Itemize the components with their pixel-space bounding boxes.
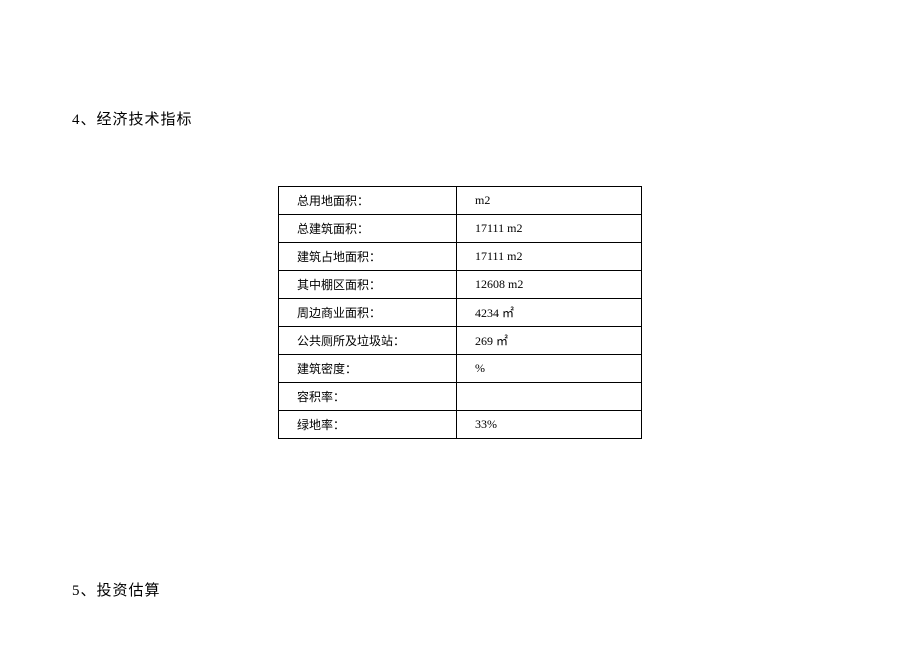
table-cell-value: 4234 ㎡ [457, 299, 642, 327]
table-cell-label: 总建筑面积： [279, 215, 457, 243]
table-cell-label: 周边商业面积： [279, 299, 457, 327]
section-heading-5: 5、投资估算 [72, 579, 161, 600]
section-heading-4: 4、经济技术指标 [72, 108, 193, 129]
table-cell-label: 建筑密度： [279, 355, 457, 383]
table-row: 总建筑面积： 17111 m2 [279, 215, 642, 243]
table-cell-value: 12608 m2 [457, 271, 642, 299]
table-cell-value: 17111 m2 [457, 243, 642, 271]
table-cell-value: 269 ㎡ [457, 327, 642, 355]
table-cell-value: m2 [457, 187, 642, 215]
table-row: 绿地率： 33% [279, 411, 642, 439]
table-cell-label: 容积率： [279, 383, 457, 411]
table-row: 公共厕所及垃圾站： 269 ㎡ [279, 327, 642, 355]
table-cell-value: 17111 m2 [457, 215, 642, 243]
table-row: 周边商业面积： 4234 ㎡ [279, 299, 642, 327]
table-cell-label: 其中棚区面积： [279, 271, 457, 299]
table-row: 总用地面积： m2 [279, 187, 642, 215]
table-row: 其中棚区面积： 12608 m2 [279, 271, 642, 299]
table-cell-value [457, 383, 642, 411]
table-row: 建筑密度： % [279, 355, 642, 383]
table-row: 容积率： [279, 383, 642, 411]
table-cell-value: 33% [457, 411, 642, 439]
table-cell-value: % [457, 355, 642, 383]
table-row: 建筑占地面积： 17111 m2 [279, 243, 642, 271]
table-cell-label: 建筑占地面积： [279, 243, 457, 271]
table-cell-label: 总用地面积： [279, 187, 457, 215]
table-cell-label: 公共厕所及垃圾站： [279, 327, 457, 355]
indicators-table: 总用地面积： m2 总建筑面积： 17111 m2 建筑占地面积： 17111 … [278, 186, 642, 439]
table-cell-label: 绿地率： [279, 411, 457, 439]
